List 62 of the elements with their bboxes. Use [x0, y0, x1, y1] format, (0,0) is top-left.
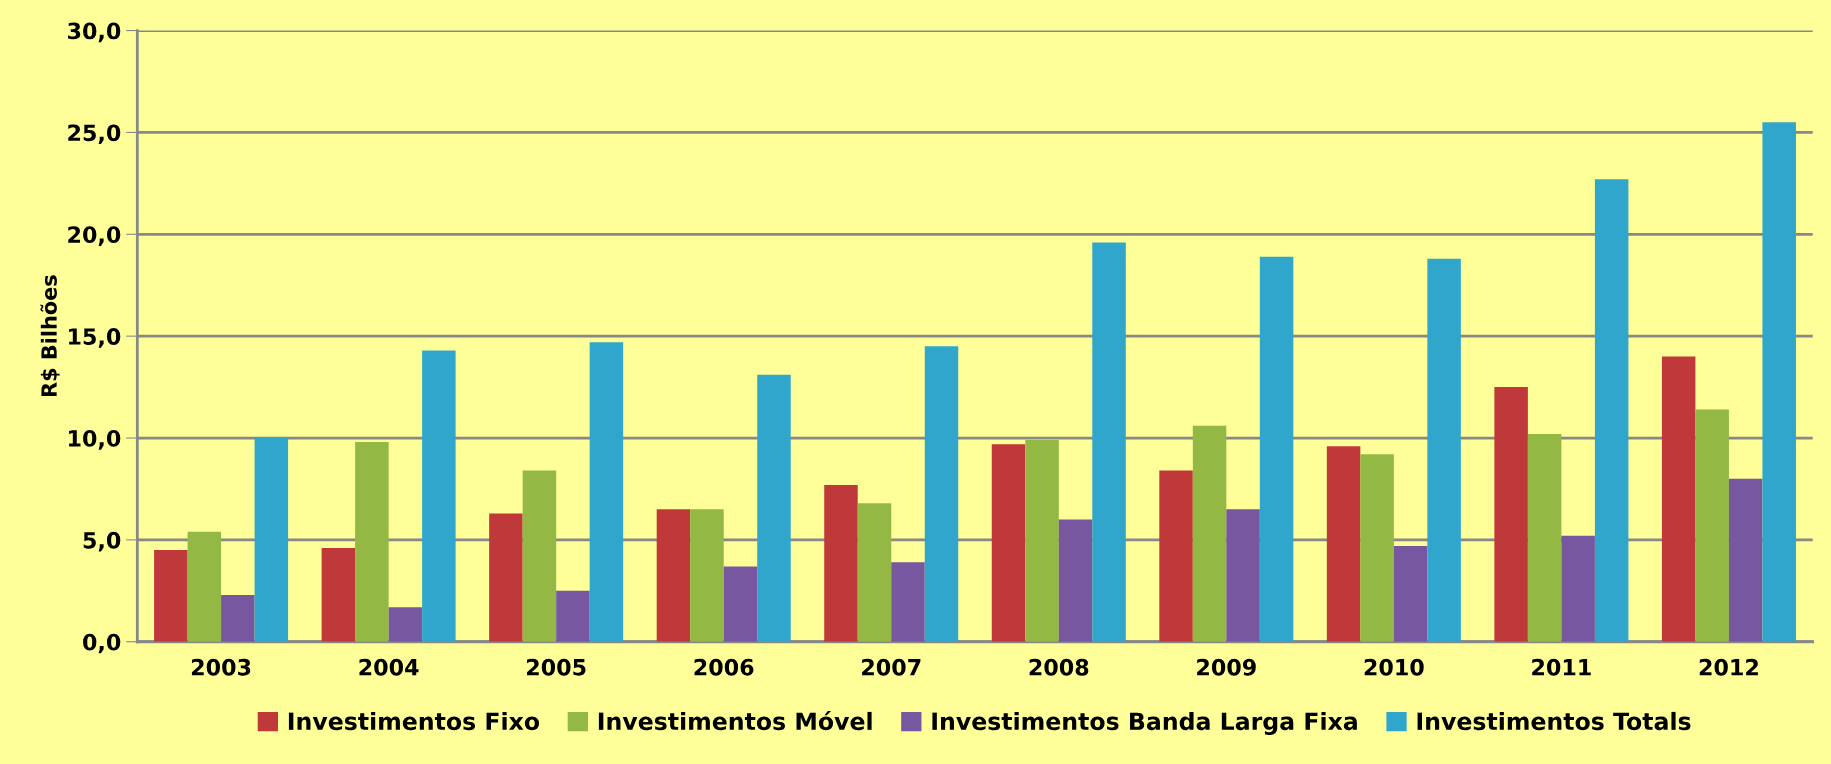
x-tick-label: 2011	[1532, 658, 1591, 676]
bar	[1594, 179, 1629, 642]
bar	[824, 484, 858, 642]
bar	[1728, 478, 1763, 642]
x-tick-label: 2006	[694, 658, 754, 676]
bar	[221, 594, 255, 642]
x-tick-label: 2008	[1029, 658, 1089, 676]
bar	[489, 513, 523, 642]
bar	[254, 438, 289, 642]
bar	[556, 590, 590, 642]
bar	[1192, 425, 1227, 642]
y-tick-label: 30,0	[68, 22, 121, 43]
legend-label: Investimentos Móvel	[598, 710, 872, 731]
bar	[1025, 440, 1059, 642]
bar	[1226, 509, 1260, 642]
bar	[1092, 242, 1126, 642]
bar	[355, 442, 389, 642]
x-tick-label: 2004	[359, 658, 419, 676]
bar	[1661, 356, 1696, 642]
bar	[1159, 470, 1193, 642]
legend-label: Investimentos Banda Larga Fixa	[932, 711, 1357, 735]
bar	[1527, 433, 1562, 642]
y-tick-label: 25,0	[68, 124, 121, 145]
bar	[857, 503, 892, 642]
bar	[891, 562, 925, 642]
bar	[924, 346, 959, 642]
bar	[991, 444, 1026, 642]
y-tick-label: 0,0	[83, 633, 121, 654]
x-tick-label: 2009	[1197, 658, 1256, 676]
bar	[154, 550, 188, 642]
bar	[1427, 258, 1461, 642]
y-tick-label: 20,0	[68, 226, 121, 246]
legend-label: Investimentos Fixo	[288, 711, 540, 731]
bar	[1695, 409, 1729, 642]
bar	[723, 566, 758, 642]
bar	[321, 548, 356, 642]
bar	[1561, 535, 1595, 642]
x-tick-label: 2007	[862, 658, 921, 676]
bar	[187, 531, 222, 642]
x-tick-label: 2010	[1364, 658, 1424, 676]
bar	[1326, 446, 1361, 642]
bar	[690, 509, 724, 642]
x-tick-label: 2012	[1699, 658, 1758, 676]
y-axis-title: R$ Bilhões	[40, 275, 60, 397]
bar	[656, 509, 691, 642]
x-tick-label: 2005	[527, 658, 586, 676]
y-tick-label: 10,0	[69, 429, 121, 450]
bar	[589, 342, 624, 642]
legend-label: Investimentos Totals	[1417, 711, 1691, 731]
bar	[388, 607, 423, 642]
bar	[1494, 387, 1528, 642]
bar	[522, 470, 557, 642]
bar	[1393, 546, 1428, 642]
y-tick-label: 5,0	[83, 531, 121, 552]
bar	[757, 374, 791, 642]
bar	[1058, 519, 1093, 642]
bar	[1762, 122, 1796, 642]
bar	[1259, 256, 1294, 642]
x-tick-label: 2003	[191, 658, 251, 676]
bar	[1360, 454, 1394, 642]
bar	[422, 350, 456, 642]
y-tick-label: 15,0	[69, 328, 121, 348]
